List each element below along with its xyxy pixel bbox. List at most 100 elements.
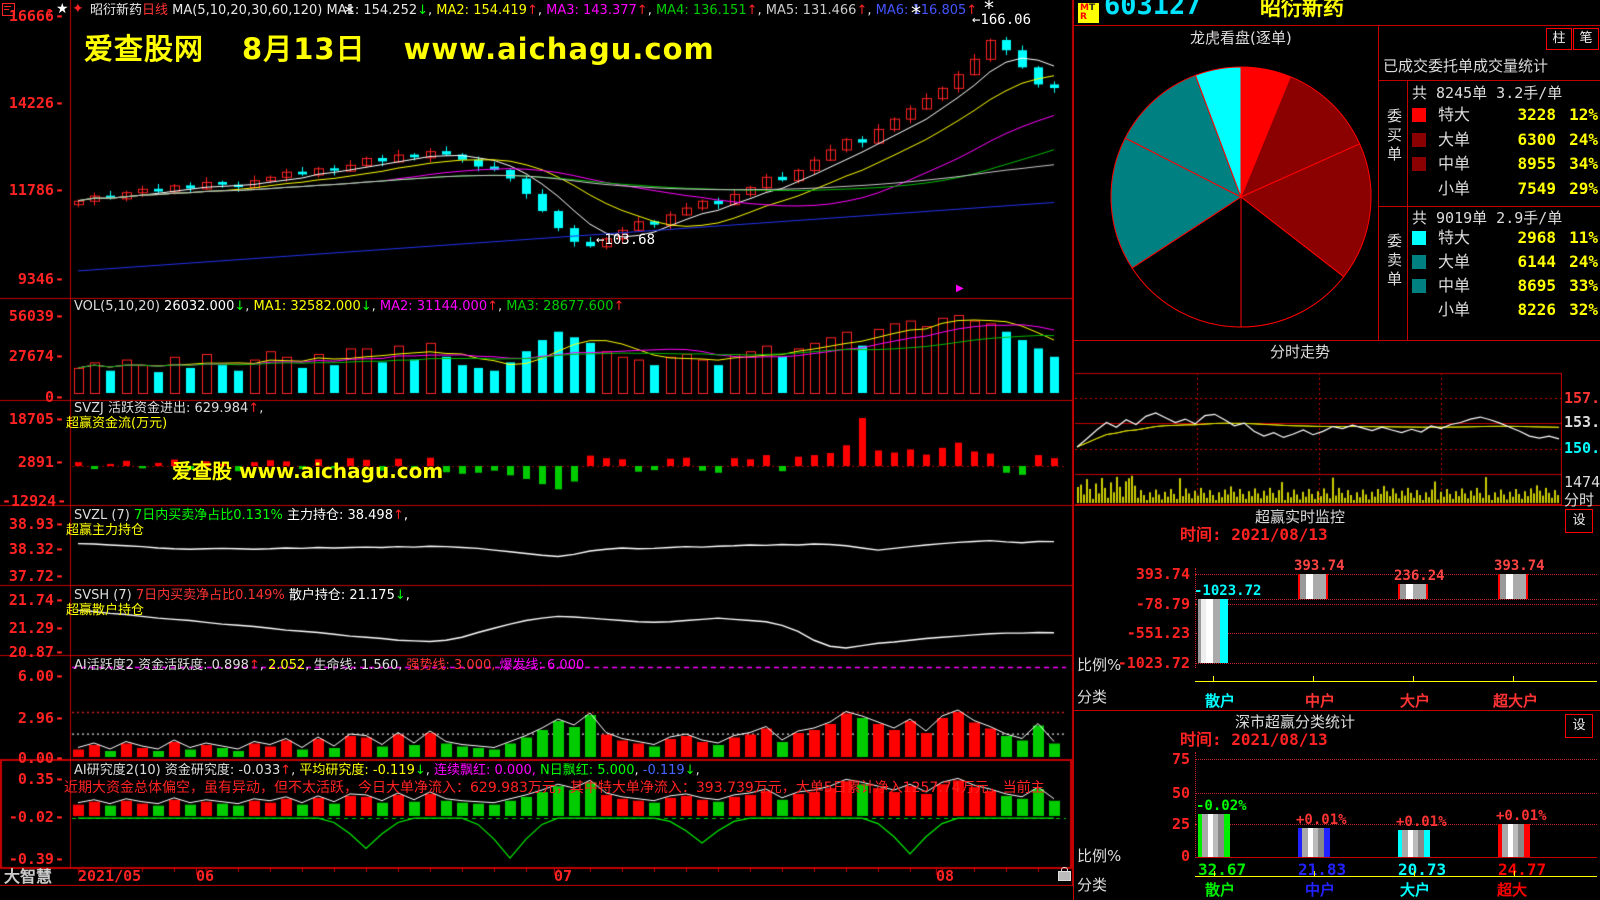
pie-slice-卖特大[interactable] (1194, 66, 1242, 198)
pie-slice-买中单[interactable] (1240, 143, 1372, 278)
y-axis-label: 11786 (2, 181, 64, 199)
order-percent: 29% (1569, 179, 1598, 198)
text-segment: 7日内买卖净占比0.131% (133, 508, 283, 523)
pie-slice-买大单[interactable] (1240, 76, 1361, 198)
svsh-subtitle: 超赢散户持仓 (66, 603, 145, 618)
monitor-settings-button[interactable]: 设 (1565, 509, 1593, 533)
time-axis-label: 06 (196, 867, 215, 885)
low-annotation: ←103.68 (596, 232, 656, 248)
y-axis-label: 16666 (2, 7, 64, 25)
fenshi-price-high: 157.5 (1564, 389, 1600, 407)
fenshi-tag: 分时 (1564, 491, 1595, 509)
main-chart-canvas[interactable] (0, 0, 1073, 886)
svzl-indicator-header[interactable]: SVZL (7) 7日内买卖净占比0.131% 主力持仓: 38.498↑, (74, 508, 408, 523)
brand-label[interactable]: 大智慧 (4, 867, 53, 886)
stock-code: 603127 (1104, 0, 1202, 21)
text-segment: SVZJ 活跃资金进出: 629.984 (74, 401, 249, 416)
lock-icon[interactable] (1058, 867, 1071, 881)
text-segment: MA3: 143.377 (546, 3, 637, 18)
longhu-title: 龙虎看盘(逐单) (1190, 29, 1292, 47)
tab-bar-chart[interactable]: 柱 (1546, 28, 1572, 50)
watermark-mid: 爱查股 www.aichagu.com (172, 459, 444, 483)
ai-research-comment: 近期大资金总体偏空，虽有异动，但不太活跃，今日大单净流入：629.983万元，其… (64, 780, 1045, 796)
shenshi-bar-value: 32.67 (1198, 860, 1247, 879)
text-segment: 日线 (142, 3, 173, 18)
text-segment: MA1: 32582.000 (253, 299, 361, 314)
y-axis-label: 0.00 (2, 749, 64, 767)
sparkle-icon: * (344, 1, 354, 25)
order-type-label: 中单 (1438, 276, 1471, 295)
shenshi-bar-value: 24.77 (1498, 860, 1547, 879)
monitor-bar-散户[interactable] (1198, 599, 1228, 664)
y-axis-label: 0 (2, 388, 64, 406)
pie-slice-卖大单[interactable] (1124, 74, 1242, 199)
stats-title: 已成交委托单成交量统计 (1383, 57, 1549, 75)
vol-indicator-header[interactable]: VOL(5,10,20) 26032.000↓, MA1: 32582.000↓… (74, 299, 624, 314)
legend-swatch (1412, 157, 1426, 171)
shenshi-y-axis-label: 50 (1171, 784, 1190, 802)
text-segment: ↑ (966, 3, 978, 18)
text-segment: ↑ (248, 658, 260, 673)
stock-name: 昭衍新药 (1260, 0, 1344, 20)
alarm-icon[interactable]: ✦ (72, 1, 84, 17)
svzj-subtitle: 超赢资金流(万元) (66, 416, 168, 431)
order-type-label: 小单 (1438, 300, 1471, 319)
monitor-bar-中户[interactable] (1298, 574, 1328, 599)
text-segment: , (634, 763, 643, 778)
y-axis-label: -0.02 (2, 808, 64, 826)
shenshi-category-label: 超大 (1497, 881, 1528, 899)
text-segment: 散户持仓: 21.175 (284, 588, 395, 603)
shenshi-bar-散户[interactable] (1198, 813, 1230, 857)
shenshi-bar-大户[interactable] (1398, 829, 1430, 857)
monitor-bar-value: -1023.72 (1194, 583, 1262, 599)
intraday-chart-canvas[interactable] (1075, 340, 1562, 505)
buy-side-label: 委买单 (1386, 107, 1402, 163)
fenshi-price-low: 150.0 (1564, 439, 1600, 457)
y-axis-label: 38.93 (2, 515, 64, 533)
mtr-badge[interactable]: M T R (1078, 3, 1099, 23)
monitor-bar-超大户[interactable] (1498, 574, 1528, 599)
y-axis-label: -0.39 (2, 850, 64, 868)
watermark-url: www.aichagu.com (403, 32, 715, 66)
shenshi-bar-超大[interactable] (1498, 824, 1530, 857)
text-segment: ↓ (360, 299, 372, 314)
text-segment: SVSH (7) (74, 588, 136, 603)
svzj-indicator-header[interactable]: SVZJ 活跃资金进出: 629.984↑, (74, 401, 263, 416)
text-segment: ↓ (414, 763, 426, 778)
shenshi-bar-中户[interactable] (1298, 828, 1330, 857)
order-count: 6144 (1517, 252, 1556, 271)
text-segment: , (403, 508, 409, 523)
text-segment: , (537, 3, 547, 18)
monitor-category-label: 中户 (1305, 692, 1336, 710)
shenshi-change-percent: +0.01% (1296, 812, 1347, 829)
text-segment: AI活跃度2 资金活跃度: 0.898 (74, 658, 249, 673)
text-segment: ↑ (248, 401, 260, 416)
pie-slice-卖小单[interactable] (1131, 196, 1242, 328)
text-segment: ↓ (394, 588, 406, 603)
order-type-label: 特大 (1438, 105, 1471, 124)
monitor-bar-大户[interactable] (1398, 584, 1428, 599)
shenshi-class-label: 分类 (1077, 876, 1108, 894)
shenshi-y-axis-label: 0 (1180, 847, 1190, 865)
ai-research-header[interactable]: AI研究度2(10) 资金研究度: -0.033↑, 平均研究度: -0.119… (74, 763, 700, 778)
order-percent: 24% (1569, 252, 1598, 271)
text-segment: , (259, 401, 264, 416)
monitor-category-label: 散户 (1205, 692, 1236, 710)
order-percent: 12% (1569, 105, 1598, 124)
text-segment: ↑ (746, 3, 758, 18)
shenshi-settings-button[interactable]: 设 (1565, 714, 1593, 738)
legend-swatch (1412, 255, 1426, 269)
shenshi-change-percent: +0.01% (1496, 808, 1547, 825)
tab-tick-chart[interactable]: 笔 (1573, 28, 1599, 50)
ai-activity-header[interactable]: AI活跃度2 资金活跃度: 0.898↑, 2.052, 生命线: 1.560,… (74, 658, 584, 673)
pie-slice-卖中单[interactable] (1110, 137, 1242, 269)
text-segment: 昭衍新药 (90, 3, 143, 18)
y-axis-label: 38.32 (2, 540, 64, 558)
text-segment: 26032.000 (164, 299, 235, 314)
pie-slice-买小单[interactable] (1240, 195, 1345, 328)
y-axis-label: 0.35 (2, 770, 64, 788)
order-volume-pie-chart[interactable] (1091, 55, 1391, 345)
svsh-indicator-header[interactable]: SVSH (7) 7日内买卖净占比0.149% 散户持仓: 21.175↓, (74, 588, 410, 603)
text-segment: , (259, 658, 269, 673)
text-segment: ↑ (392, 508, 404, 523)
